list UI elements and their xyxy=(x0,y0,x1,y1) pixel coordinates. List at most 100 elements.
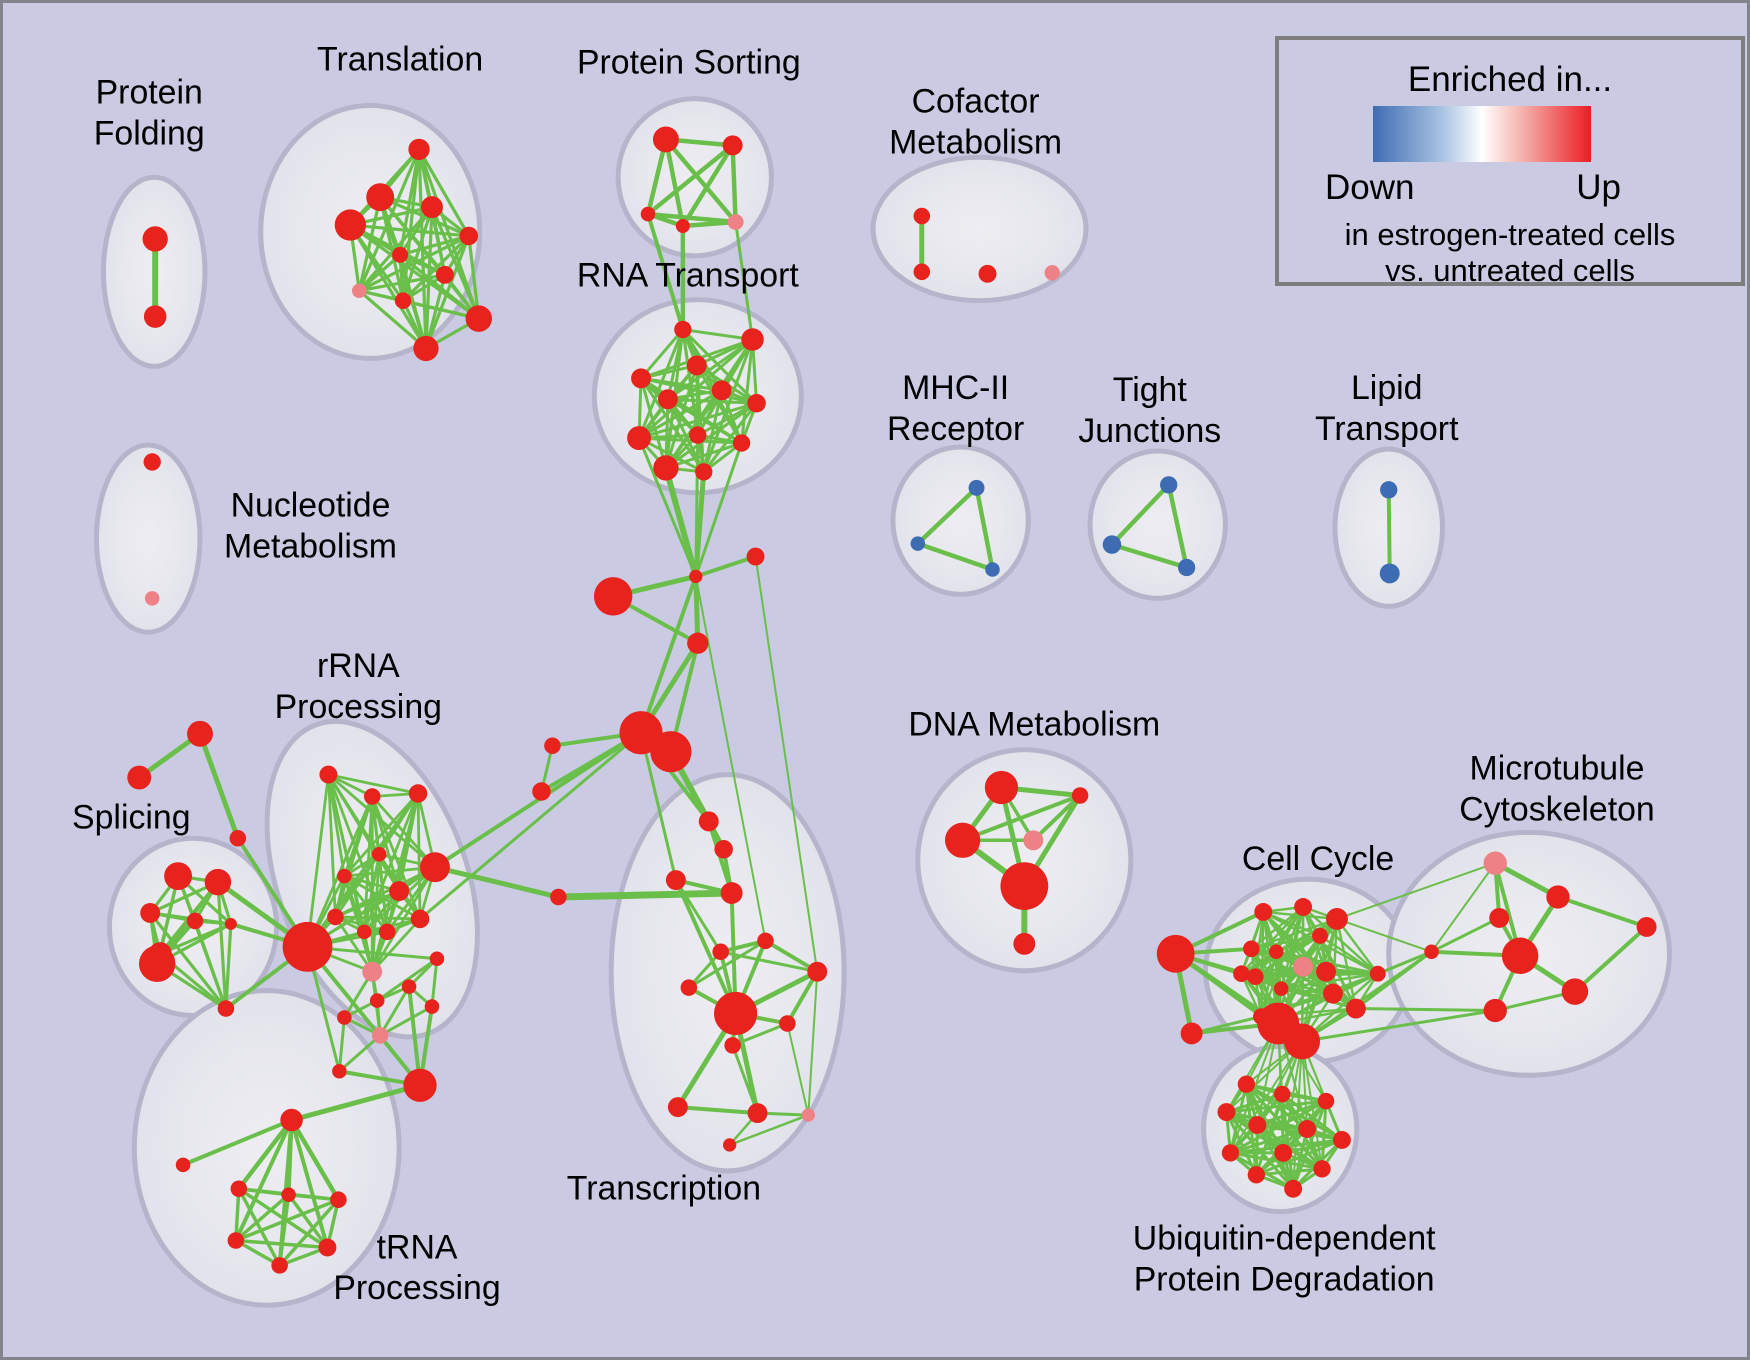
cluster-label-mh: Receptor xyxy=(887,410,1024,448)
edge xyxy=(915,541,995,572)
edge xyxy=(1301,1040,1324,1170)
gene-set-node xyxy=(680,979,698,996)
legend-up-label: Up xyxy=(1576,168,1621,207)
gene-set-node xyxy=(1254,903,1273,921)
edge xyxy=(357,253,402,293)
gene-set-node xyxy=(1313,1160,1331,1178)
edge xyxy=(333,795,374,919)
gene-set-node xyxy=(1177,558,1196,577)
edge xyxy=(357,289,428,351)
edge xyxy=(637,401,759,440)
edge xyxy=(675,1105,760,1116)
edge xyxy=(1281,1138,1344,1155)
edge xyxy=(763,938,820,974)
gene-set-node xyxy=(1424,944,1439,960)
gene-set-node xyxy=(127,765,152,790)
gene-set-node xyxy=(1273,981,1289,996)
cluster-label-lt: Transport xyxy=(1315,410,1459,448)
edge xyxy=(234,1187,241,1243)
gene-set-node xyxy=(741,328,764,351)
edge xyxy=(1318,934,1379,975)
edge xyxy=(974,485,995,572)
gene-set-node xyxy=(230,1180,248,1198)
edge xyxy=(237,1187,282,1268)
edge xyxy=(357,195,382,293)
edge xyxy=(333,915,422,921)
gene-set-node xyxy=(1298,1120,1317,1138)
gene-set-node xyxy=(687,632,709,654)
gene-set-node xyxy=(337,1010,352,1025)
gene-set-node xyxy=(675,219,690,233)
gene-set-node xyxy=(657,389,678,410)
gene-set-node xyxy=(550,888,567,906)
gene-set-node xyxy=(724,1037,741,1054)
gene-set-node xyxy=(944,822,981,858)
gene-set-node xyxy=(720,882,743,905)
edge xyxy=(1335,862,1497,920)
gene-set-node xyxy=(1221,1144,1240,1162)
cluster-label-ub: Ubiquitin-dependent xyxy=(1133,1219,1436,1257)
gene-set-node xyxy=(650,731,692,773)
cluster-label-tr2: tRNA xyxy=(377,1228,458,1266)
gene-set-node xyxy=(229,830,247,847)
edge xyxy=(277,1197,341,1268)
edge xyxy=(694,441,744,578)
edge xyxy=(663,137,686,229)
gene-set-node xyxy=(968,479,985,496)
gene-set-node xyxy=(401,979,417,994)
gene-set-node xyxy=(138,945,176,982)
edge xyxy=(731,1043,760,1115)
gene-set-node xyxy=(1180,1022,1203,1045)
gene-set-node xyxy=(403,1068,437,1102)
gene-set-node xyxy=(627,426,651,451)
gene-set-node xyxy=(186,912,204,930)
edge xyxy=(337,1033,382,1073)
gene-set-node xyxy=(722,135,743,156)
edge xyxy=(666,338,755,401)
edge xyxy=(181,1118,294,1167)
gene-set-node xyxy=(280,1108,303,1132)
gene-set-node xyxy=(334,209,366,241)
edge xyxy=(398,253,481,321)
gene-set-node xyxy=(318,1238,337,1257)
edge xyxy=(915,485,979,546)
edge xyxy=(637,436,706,474)
gene-set-node xyxy=(1247,1166,1265,1184)
gene-set-node xyxy=(1294,898,1313,916)
gene-set-node xyxy=(910,536,926,551)
cluster-ellipse-dm xyxy=(915,747,1134,974)
edge xyxy=(646,212,685,332)
cluster-label-nm: Nucleotide xyxy=(231,487,391,525)
cluster-label-rr: rRNA xyxy=(317,647,400,685)
gene-set-node xyxy=(421,196,443,219)
edge xyxy=(1228,1151,1324,1171)
gene-set-node xyxy=(1000,862,1049,910)
gene-set-node xyxy=(465,305,492,332)
cluster-label-lt: Lipid xyxy=(1351,369,1422,407)
gene-set-node xyxy=(1071,787,1089,804)
gene-set-node xyxy=(1247,968,1264,985)
edge xyxy=(1250,947,1335,995)
cluster-ellipse-nm xyxy=(93,442,203,635)
edge xyxy=(694,433,700,578)
gene-set-node xyxy=(408,138,430,161)
edge xyxy=(401,234,471,303)
gene-set-node xyxy=(217,1000,235,1017)
gene-set-node xyxy=(1489,907,1510,928)
gene-set-node xyxy=(224,917,237,930)
gene-set-node xyxy=(1273,1085,1291,1103)
edge xyxy=(1292,1040,1304,1190)
edge xyxy=(807,970,819,1117)
cluster-label-tj: Tight xyxy=(1113,371,1188,409)
legend-down-label: Down xyxy=(1325,168,1415,207)
edge xyxy=(639,376,759,405)
gene-set-node xyxy=(142,226,168,252)
edge xyxy=(1354,1007,1497,1013)
edge xyxy=(148,911,228,1011)
gene-set-node xyxy=(330,1191,347,1208)
edge xyxy=(960,793,1083,843)
edge xyxy=(719,950,819,974)
gene-set-node xyxy=(378,923,396,941)
gene-set-node xyxy=(985,562,1000,577)
